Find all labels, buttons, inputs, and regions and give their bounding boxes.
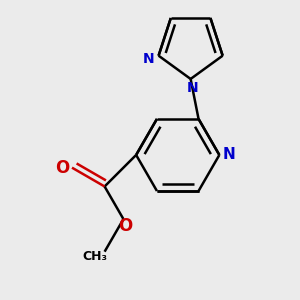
Text: O: O <box>55 159 69 177</box>
Text: CH₃: CH₃ <box>82 250 107 263</box>
Text: N: N <box>143 52 154 66</box>
Text: N: N <box>223 148 236 163</box>
Text: O: O <box>118 217 133 235</box>
Text: N: N <box>187 81 198 95</box>
